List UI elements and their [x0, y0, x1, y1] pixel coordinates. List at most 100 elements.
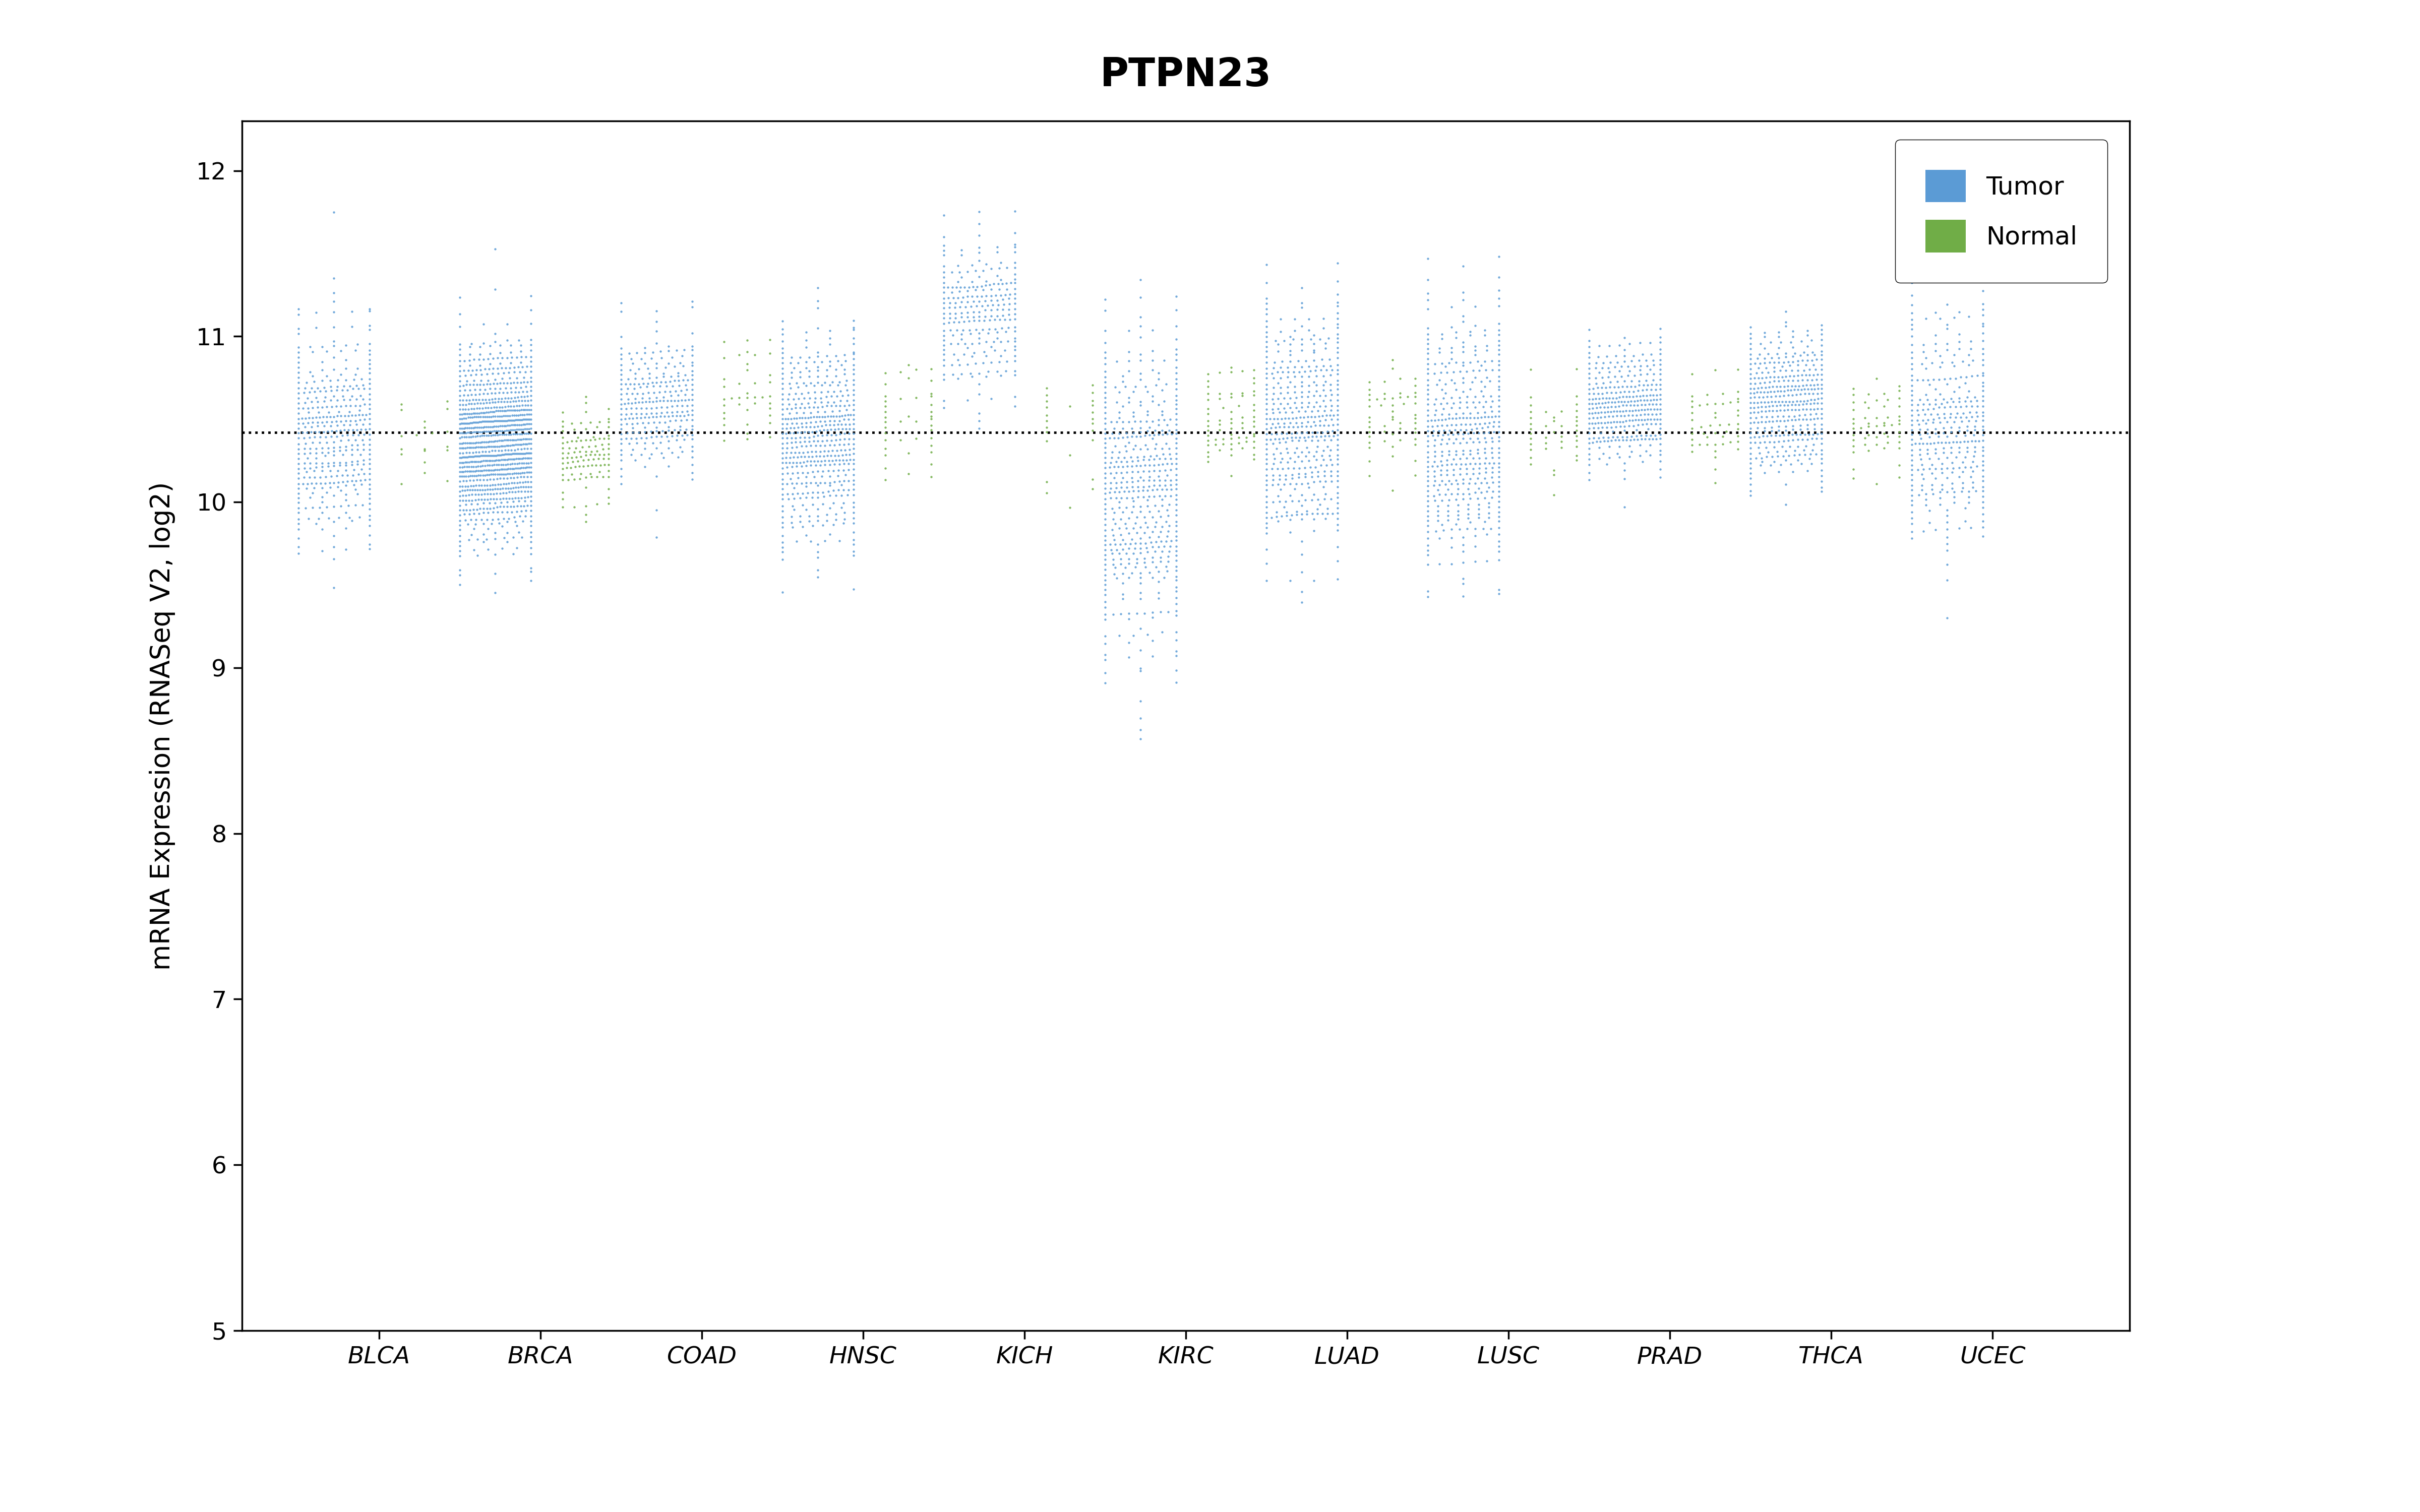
- Point: [944, 310, 983, 334]
- Point: [484, 463, 523, 487]
- Point: [1287, 405, 1326, 429]
- Point: [1408, 367, 1447, 392]
- Point: [963, 278, 1002, 302]
- Point: [404, 461, 443, 485]
- Point: [578, 438, 617, 463]
- Point: [1464, 517, 1503, 541]
- Point: [1479, 399, 1517, 423]
- Point: [1430, 438, 1469, 463]
- Point: [1781, 452, 1820, 476]
- Point: [489, 360, 528, 384]
- Point: [501, 398, 540, 422]
- Point: [511, 389, 549, 413]
- Point: [636, 396, 675, 420]
- Point: [1273, 414, 1312, 438]
- Point: [445, 431, 484, 455]
- Point: [450, 435, 489, 460]
- Point: [501, 339, 540, 363]
- Point: [1798, 426, 1837, 451]
- Point: [469, 500, 508, 525]
- Point: [286, 390, 324, 414]
- Point: [302, 395, 341, 419]
- Point: [779, 440, 818, 464]
- Point: [1948, 386, 1987, 410]
- Point: [300, 466, 339, 490]
- Point: [649, 414, 687, 438]
- Point: [1696, 432, 1735, 457]
- Point: [453, 464, 491, 488]
- Point: [455, 445, 494, 469]
- Point: [961, 331, 999, 355]
- Point: [1745, 325, 1784, 349]
- Point: [779, 461, 818, 485]
- Point: [1246, 463, 1285, 487]
- Point: [290, 485, 329, 510]
- Point: [1629, 411, 1667, 435]
- Point: [1433, 386, 1471, 410]
- Point: [1730, 484, 1769, 508]
- Point: [1963, 417, 2001, 442]
- Point: [1307, 419, 1346, 443]
- Point: [506, 422, 544, 446]
- Point: [566, 417, 605, 442]
- Point: [1479, 455, 1517, 479]
- Point: [554, 449, 593, 473]
- Point: [656, 354, 695, 378]
- Point: [1951, 516, 1989, 540]
- Point: [1447, 461, 1486, 485]
- Point: [1251, 407, 1290, 431]
- Point: [1634, 372, 1672, 396]
- Point: [477, 581, 515, 605]
- Point: [1145, 452, 1183, 476]
- Point: [489, 438, 528, 463]
- Point: [1641, 337, 1679, 361]
- Point: [811, 484, 849, 508]
- Point: [1880, 408, 1919, 432]
- Point: [1304, 413, 1343, 437]
- Point: [794, 420, 832, 445]
- Point: [939, 331, 978, 355]
- Point: [673, 321, 711, 345]
- Point: [1917, 417, 1955, 442]
- Point: [1641, 426, 1679, 451]
- Point: [782, 485, 820, 510]
- Point: [494, 487, 532, 511]
- Point: [750, 392, 789, 416]
- Point: [1902, 426, 1941, 451]
- Point: [1936, 485, 1975, 510]
- Point: [561, 445, 600, 469]
- Point: [704, 428, 743, 452]
- Point: [477, 387, 515, 411]
- Point: [1319, 432, 1358, 457]
- Point: [1275, 457, 1314, 481]
- Point: [704, 387, 743, 411]
- Point: [298, 410, 336, 434]
- Point: [1246, 392, 1285, 416]
- Point: [1130, 454, 1169, 478]
- Point: [1365, 414, 1404, 438]
- Point: [479, 390, 518, 414]
- Point: [1510, 437, 1549, 461]
- Point: [603, 342, 641, 366]
- Point: [673, 387, 711, 411]
- Point: [796, 440, 835, 464]
- Point: [1953, 348, 1992, 372]
- Point: [1087, 513, 1125, 537]
- Point: [1929, 425, 1967, 449]
- Point: [479, 408, 518, 432]
- Point: [1150, 600, 1188, 624]
- Point: [1919, 405, 1958, 429]
- Point: [472, 372, 511, 396]
- Point: [1641, 449, 1679, 473]
- Point: [351, 392, 390, 416]
- Point: [1742, 446, 1781, 470]
- Point: [460, 416, 499, 440]
- Point: [835, 452, 874, 476]
- Point: [1188, 428, 1227, 452]
- Point: [1951, 455, 1989, 479]
- Point: [1087, 582, 1125, 606]
- Point: [1595, 355, 1634, 380]
- Point: [489, 476, 528, 500]
- Point: [482, 422, 520, 446]
- Point: [1796, 407, 1834, 431]
